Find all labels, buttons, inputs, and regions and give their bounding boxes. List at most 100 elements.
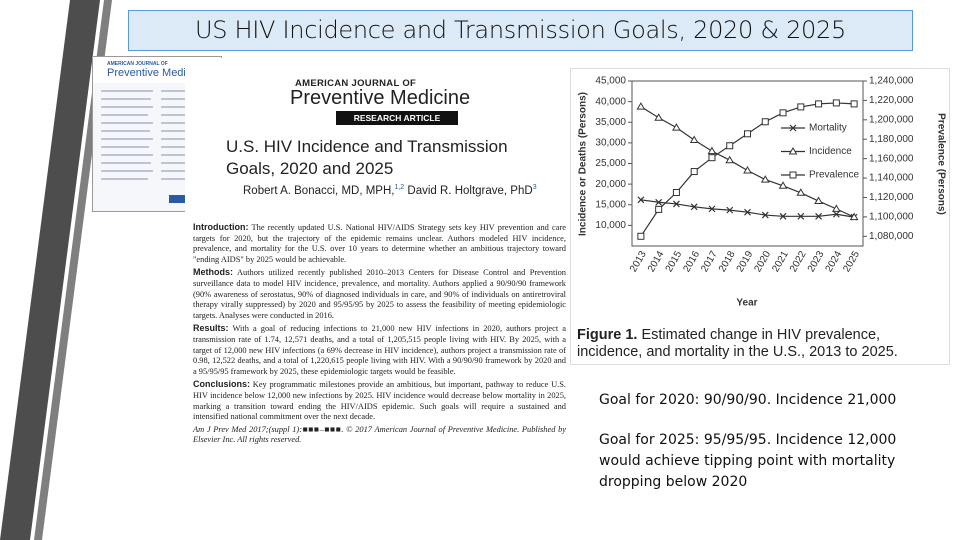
marker [744, 208, 751, 216]
y-tick-label: 20,000 [595, 179, 626, 190]
marker [637, 196, 645, 204]
x-tick-label: 2018 [717, 249, 738, 274]
y-tick-label: 15,000 [595, 199, 626, 210]
section-heading: Introduction: [193, 222, 249, 232]
marker [831, 204, 841, 212]
x-axis-label: Year [736, 298, 757, 309]
y2-tick-label: 1,080,000 [869, 231, 914, 242]
marker [655, 205, 663, 213]
marker [672, 123, 681, 131]
marker [761, 211, 769, 219]
y-tick-label: 10,000 [595, 220, 626, 231]
note: Goal for 2020: 90/90/90. Incidence 21,00… [599, 392, 897, 408]
y2-tick-label: 1,200,000 [869, 114, 914, 125]
x-tick-label: 2025 [841, 249, 862, 274]
y-axis-label: Incidence or Deaths (Persons) [578, 92, 589, 236]
legend-marker [788, 147, 798, 155]
marker [797, 212, 805, 220]
y-tick-label: 30,000 [595, 138, 626, 149]
x-tick-label: 2019 [735, 249, 756, 274]
authors: Robert A. Bonacci, MD, MPH,1,2 David R. … [243, 184, 537, 197]
section: Methods: Authors utilized recently publi… [193, 267, 566, 322]
y-tick-label: 35,000 [595, 117, 626, 128]
marker [815, 212, 823, 220]
x-tick-label: 2022 [788, 249, 809, 274]
marker [778, 181, 788, 189]
cover-journal-name: Preventive Medicine [107, 67, 207, 79]
figure: Year Incidence or Deaths (Persons) Preva… [570, 68, 950, 365]
y2-tick-label: 1,140,000 [869, 173, 914, 184]
marker [708, 205, 716, 213]
section-text: With a goal of reducing infections to 21… [193, 324, 566, 377]
section-heading: Methods: [193, 267, 233, 278]
marker [708, 154, 716, 162]
y-tick-label: 25,000 [595, 158, 626, 169]
marker [796, 188, 806, 196]
marker [690, 203, 698, 211]
legend-label: Prevalence [809, 170, 859, 181]
marker [726, 206, 734, 214]
y2-tick-label: 1,120,000 [869, 192, 914, 203]
y2-tick-label: 1,220,000 [869, 95, 914, 106]
section-text: Authors utilized recently published 2010… [193, 268, 566, 321]
journal-line: AMERICAN JOURNAL OF [295, 78, 417, 89]
marker [832, 210, 840, 218]
x-tick-label: 2016 [681, 249, 702, 274]
stripe [0, 0, 100, 540]
marker [744, 130, 751, 138]
x-tick-label: 2020 [753, 249, 774, 274]
plot-frame [631, 80, 864, 247]
marker [779, 212, 787, 220]
x-tick-label: 2014 [646, 249, 667, 274]
section: Introduction: The recently updated U.S. … [193, 222, 566, 266]
x-tick-label: 2015 [664, 249, 685, 274]
author: Robert A. Bonacci, MD, MPH, [243, 184, 395, 197]
legend-label: Mortality [809, 123, 847, 134]
section-text: Key programmatic milestones provide an a… [193, 380, 566, 422]
affiliation: 1,2 [394, 184, 405, 191]
y2-axis-label: Prevalence (Persons) [935, 113, 946, 215]
affiliation: 3 [532, 184, 537, 191]
marker [761, 118, 769, 126]
abstract: Introduction: The recently updated U.S. … [193, 222, 566, 448]
section-heading: Results: [193, 323, 229, 334]
y2-tick-label: 1,100,000 [869, 212, 914, 223]
marker [689, 135, 699, 143]
note: Goal for 2025: 95/95/95. Incidence 12,00… [599, 432, 897, 490]
marker [815, 100, 823, 108]
x-tick-label: 2024 [824, 249, 845, 274]
x-tick-label: 2023 [806, 249, 827, 274]
paper: AMERICAN JOURNAL OF Preventive Medicine … [185, 58, 571, 508]
x-tick-label: 2013 [628, 249, 649, 274]
marker [832, 99, 840, 107]
marker [779, 109, 787, 117]
section-text: The recently updated U.S. National HIV/A… [193, 223, 566, 265]
marker [637, 232, 645, 240]
x-tick-label: 2021 [770, 249, 791, 274]
y2-tick-label: 1,240,000 [869, 76, 914, 87]
marker [690, 168, 698, 176]
journal-name: Preventive Medicine [290, 87, 471, 109]
section-heading: Conclusions: [193, 379, 251, 390]
y-tick-label: 45,000 [595, 76, 626, 87]
chart: Year Incidence or Deaths (Persons) Preva… [578, 76, 947, 309]
marker [814, 196, 823, 205]
marker [849, 212, 859, 221]
figure-caption: Figure 1. Estimated change in HIV preval… [577, 327, 947, 361]
marker [743, 166, 752, 174]
marker [636, 102, 646, 110]
marker [726, 142, 734, 150]
citation: Am J Prev Med 2017;(suppl 1):■■■–■■■. © … [193, 424, 566, 445]
marker [707, 146, 717, 155]
author: David R. Holtgrave, PhD [407, 184, 533, 197]
article-title: U.S. HIV Incidence and Transmission Goal… [226, 137, 508, 178]
marker [654, 113, 664, 121]
section: Conclusions: Key programmatic milestones… [193, 379, 566, 423]
y2-tick-label: 1,160,000 [869, 153, 914, 164]
marker [850, 100, 858, 108]
title-box [128, 10, 913, 51]
article-type: RESEARCH ARTICLE [336, 111, 458, 125]
marker [797, 103, 805, 111]
y2-tick-label: 1,180,000 [869, 134, 914, 145]
